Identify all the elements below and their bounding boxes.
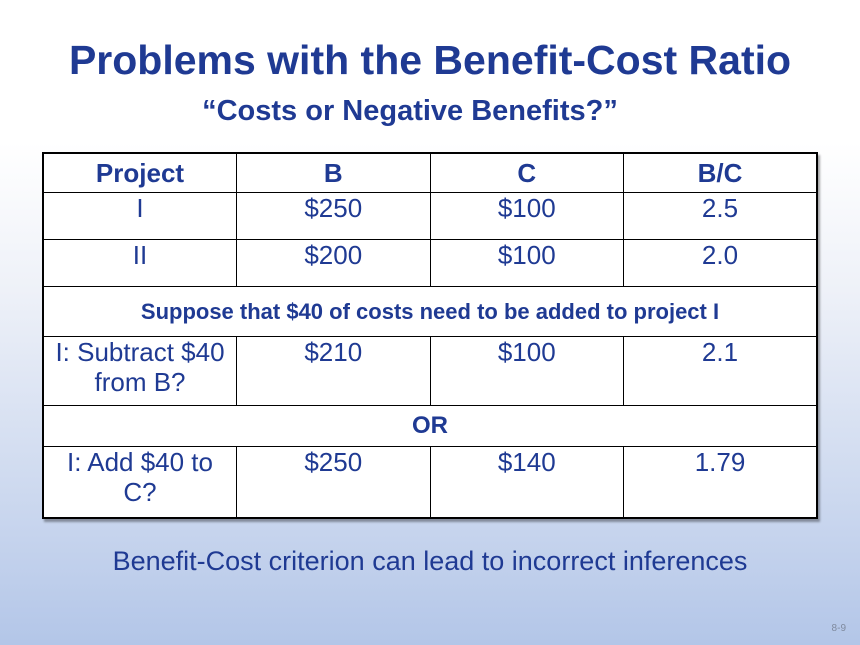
cell-ratio: 2.0 <box>623 239 818 287</box>
header-ratio: B/C <box>623 152 818 193</box>
cell-project: I: Add $40 to C? <box>42 446 237 519</box>
table-header-row: Project B C B/C <box>42 152 818 193</box>
or-row: OR <box>42 405 818 447</box>
option-add-row: I: Add $40 to C? $250 $140 1.79 <box>42 446 818 519</box>
or-cell: OR <box>42 405 818 447</box>
benefit-cost-table: Project B C B/C I $250 $100 2.5 II $200 … <box>42 152 818 519</box>
note-cell: Suppose that $40 of costs need to be add… <box>42 286 818 337</box>
table-row: II $200 $100 2.0 <box>42 239 818 287</box>
cell-project: II <box>42 239 237 287</box>
cell-benefit: $250 <box>236 446 431 519</box>
header-cost: C <box>429 152 624 193</box>
cell-ratio: 2.5 <box>623 192 818 240</box>
cell-project: I <box>42 192 237 240</box>
footer-statement: Benefit-Cost criterion can lead to incor… <box>112 546 748 576</box>
slide-subtitle: “Costs or Negative Benefits?” <box>202 95 618 127</box>
cell-project: I: Subtract $40 from B? <box>42 336 237 406</box>
page-number: 8-9 <box>831 623 846 634</box>
note-row: Suppose that $40 of costs need to be add… <box>42 286 818 337</box>
cell-cost: $140 <box>429 446 624 519</box>
cell-ratio: 1.79 <box>623 446 818 519</box>
header-benefit: B <box>236 152 431 193</box>
cell-benefit: $210 <box>236 336 431 406</box>
table-row: I $250 $100 2.5 <box>42 192 818 240</box>
cell-benefit: $200 <box>236 239 431 287</box>
slide-title: Problems with the Benefit-Cost Ratio <box>68 37 792 83</box>
cell-cost: $100 <box>429 192 624 240</box>
cell-cost: $100 <box>429 336 624 406</box>
cell-benefit: $250 <box>236 192 431 240</box>
option-subtract-row: I: Subtract $40 from B? $210 $100 2.1 <box>42 336 818 406</box>
cell-ratio: 2.1 <box>623 336 818 406</box>
header-project: Project <box>42 152 237 193</box>
cell-cost: $100 <box>429 239 624 287</box>
